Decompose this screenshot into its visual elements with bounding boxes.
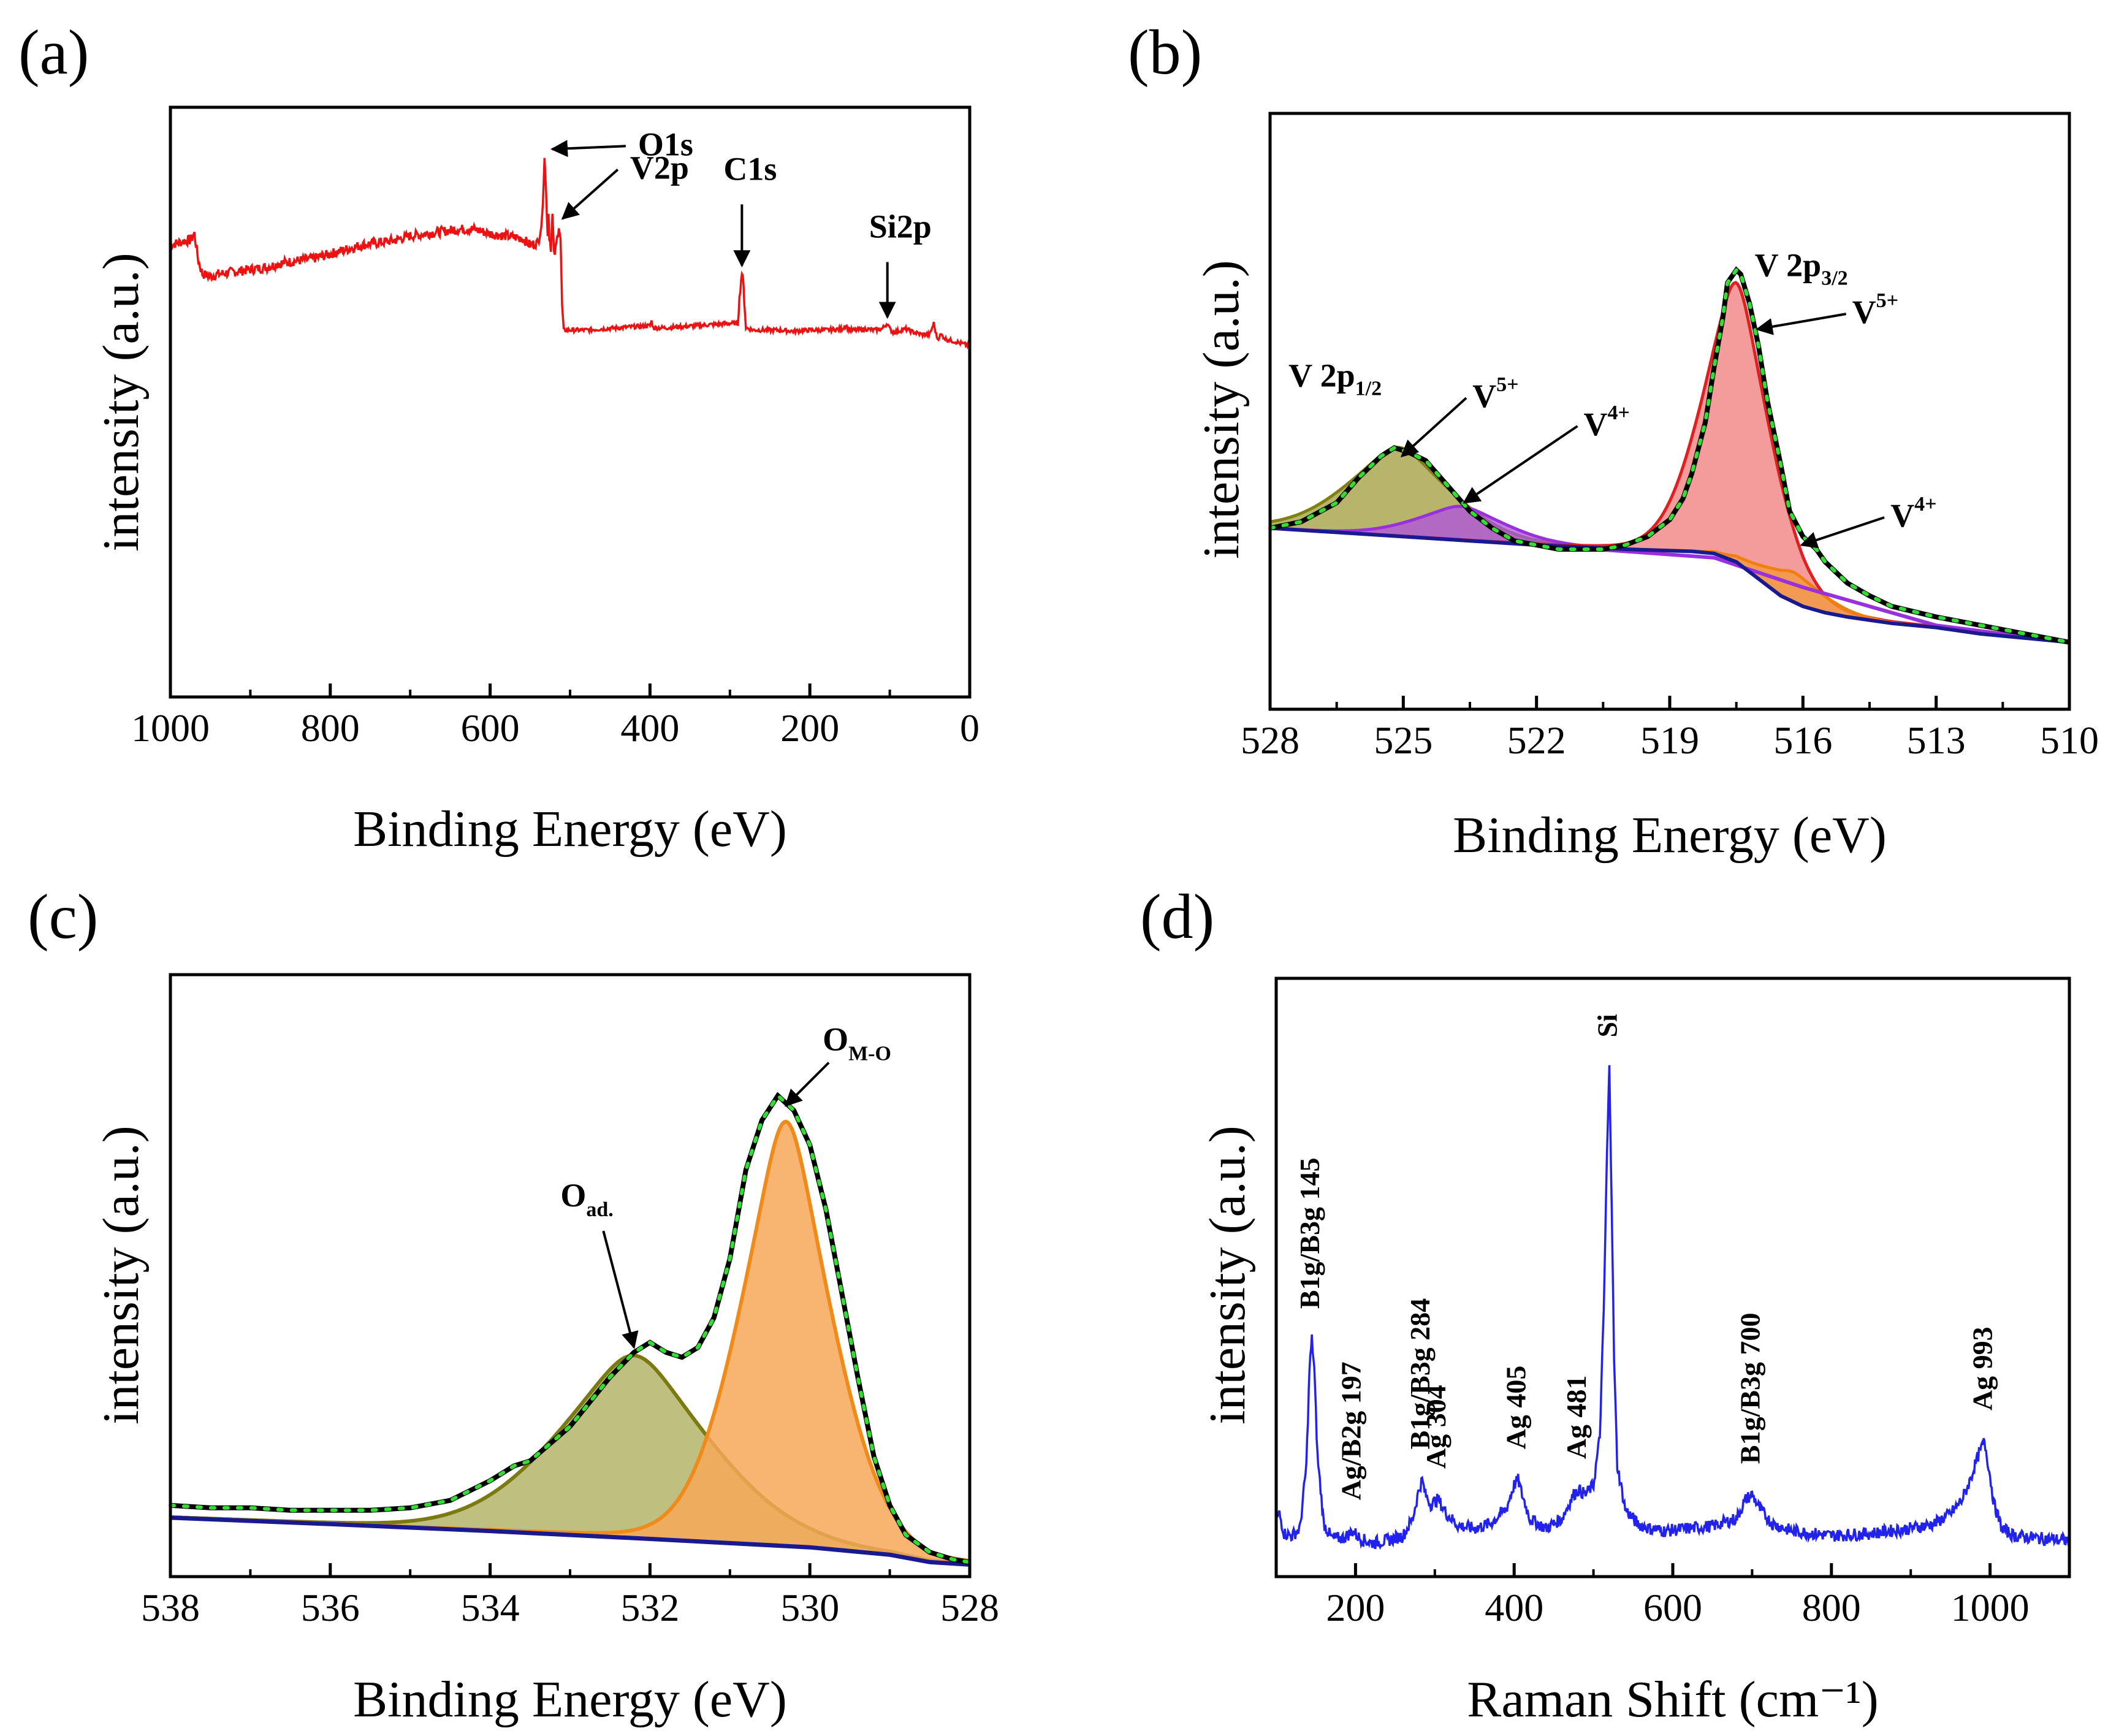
peak-label-sup: 4+: [1608, 402, 1630, 424]
x-tick-label: 400: [620, 706, 679, 750]
peak-label-sup: 5+: [1496, 373, 1518, 396]
raman-peak-label: Ag 993: [1967, 1327, 1998, 1410]
panel-a-x-ticks: 1000 800 600 400 200 0: [131, 683, 980, 750]
x-tick-label: 0: [960, 706, 980, 750]
panel-c-x-axis-label: Binding Energy (eV): [353, 1671, 787, 1728]
peak-label: V 2p1/2: [1288, 357, 1382, 400]
panel-d-frame: [1274, 976, 2071, 1578]
peak-label-sup: 4+: [1914, 493, 1936, 516]
panel-c-plot: [169, 1092, 972, 1567]
x-tick-label: 519: [1640, 718, 1699, 762]
panel-d-x-ticks: 200 400 600 800 1000: [1326, 1563, 2030, 1629]
panel-a-y-axis-label: intensity (a.u.): [93, 253, 150, 552]
x-tick-label: 1000: [1951, 1586, 2030, 1629]
x-tick-label: 516: [1773, 718, 1832, 762]
x-tick-label: 510: [2040, 718, 2099, 762]
panel-d-plot: [1275, 1065, 2071, 1550]
peak-label-sub: 1/2: [1355, 377, 1382, 400]
annotation-arrow: [561, 169, 619, 220]
peak-label-si2p: Si2p: [869, 208, 932, 245]
panel-d: (d) 200 400 600 800 1000 Raman Shift (cm⁻¹) …: [1140, 881, 2071, 1728]
x-tick-label: 522: [1507, 718, 1566, 762]
x-tick-label: 600: [1643, 1586, 1702, 1629]
x-tick-label: 538: [141, 1586, 200, 1629]
annotation-arrow: [602, 1230, 639, 1349]
x-tick-label: 200: [780, 706, 839, 750]
peak-label: V5+: [1852, 289, 1898, 330]
peak-label-sub: 3/2: [1821, 267, 1847, 290]
peak-label-v2p: V2p: [630, 150, 689, 186]
x-tick-label: 530: [780, 1586, 839, 1629]
fit-sum-line: [169, 1092, 972, 1564]
peak-label: V 2p3/2: [1755, 247, 1848, 290]
panel-b-y-axis-label: intensity (a.u.): [1193, 260, 1250, 559]
o-mo-peak-fill: [170, 1121, 970, 1565]
x-tick-label: 800: [1802, 1586, 1861, 1629]
raman-peak-label: Ag/B2g 197: [1336, 1361, 1367, 1500]
x-tick-label: 800: [301, 706, 360, 750]
x-tick-label: 528: [1241, 718, 1299, 762]
panel-a-frame: [169, 105, 972, 699]
raman-spectrum-line: [1275, 1065, 2071, 1550]
panel-a-x-axis-label: Binding Energy (eV): [353, 801, 787, 858]
x-tick-label: 528: [940, 1586, 999, 1629]
panel-b-x-axis-label: Binding Energy (eV): [1453, 807, 1887, 864]
peak-label: OM-O: [823, 1021, 891, 1065]
panel-b-x-ticks: 528 525 522 519 516 513 510: [1241, 696, 2099, 762]
x-tick-label: 200: [1326, 1586, 1385, 1629]
x-tick-label: 532: [620, 1586, 679, 1629]
panel-a-letter: (a): [18, 17, 89, 88]
panel-c: (c) 538 536 534 532 530 528 Binding Energy (e…: [28, 881, 999, 1728]
x-tick-label: 600: [461, 706, 520, 750]
x-tick-label: 513: [1907, 718, 1966, 762]
peak-label-sup: 5+: [1876, 289, 1898, 312]
raman-peak-label: B1g/B3g 284: [1404, 1298, 1436, 1450]
panel-b-letter: (b): [1128, 17, 1202, 88]
panel-a: (a) 1000 800 600 400 200 0 Binding Energy (eV…: [18, 17, 980, 858]
panel-c-letter: (c): [28, 881, 98, 952]
raman-peak-label: Ag 481: [1561, 1375, 1592, 1459]
x-tick-label: 525: [1374, 718, 1433, 762]
panel-d-y-axis-label: intensity (a.u.): [1199, 1125, 1256, 1425]
x-tick-label: 536: [301, 1586, 360, 1629]
panel-d-letter: (d): [1140, 881, 1214, 952]
peak-label-c1s: C1s: [723, 150, 777, 187]
envelope-line: [1269, 266, 2070, 645]
raman-peak-label: Ag 405: [1501, 1366, 1532, 1450]
annotation-arrow: [1463, 425, 1578, 504]
background-line: [170, 1515, 970, 1567]
peak-label-sub: ad.: [586, 1198, 613, 1221]
peak-label: V4+: [1890, 493, 1936, 534]
peak-label-sub: M-O: [848, 1042, 891, 1065]
panel-c-x-ticks: 538 536 534 532 530 528: [141, 1563, 999, 1629]
panel-d-x-axis-label: Raman Shift (cm⁻¹): [1467, 1671, 1878, 1728]
annotation-arrow: [785, 1062, 830, 1107]
panel-b: (b) 528 525 522 519 516 513 510 Binding Energy…: [1128, 17, 2099, 864]
x-tick-label: 1000: [131, 706, 210, 750]
raman-peak-label: Ag 304: [1420, 1385, 1452, 1469]
peak-label-o1s: O1s: [638, 126, 693, 162]
peak-label: Oad.: [560, 1177, 613, 1221]
x-tick-label: 534: [461, 1586, 520, 1629]
annotation-arrow: [1800, 516, 1885, 549]
x-tick-label: 400: [1485, 1586, 1543, 1629]
survey-spectrum-line: [169, 158, 971, 350]
annotation-arrow: [1755, 313, 1846, 335]
raman-peak-label: B1g/B3g 145: [1294, 1157, 1325, 1309]
raman-peak-label: Si: [1591, 1014, 1623, 1038]
panel-c-y-axis-label: intensity (a.u.): [93, 1125, 150, 1425]
panel-a-plot: [169, 158, 971, 350]
annotation-arrow: [550, 140, 626, 158]
raman-peak-label: B1g/B3g 700: [1734, 1312, 1765, 1464]
annotation-arrow: [1401, 397, 1467, 458]
panel-b-plot: [1268, 266, 2071, 645]
peak-label: V4+: [1584, 402, 1630, 443]
peak-label: V5+: [1472, 373, 1518, 414]
